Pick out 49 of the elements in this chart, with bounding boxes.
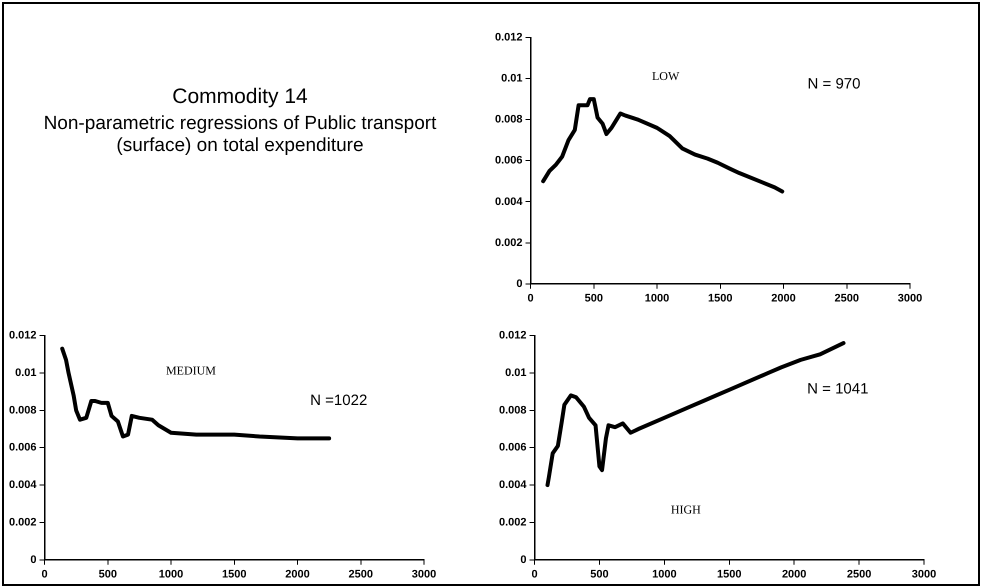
y-tick-label: 0.008	[498, 404, 527, 416]
y-tick-label: 0	[30, 554, 37, 566]
x-tick-label: 2000	[771, 292, 796, 304]
y-tick-label: 0	[520, 554, 527, 566]
y-tick-label: 0.006	[8, 442, 37, 454]
annotation: N = 970	[808, 76, 861, 93]
y-tick-label: 0	[516, 278, 523, 290]
x-tick-label: 1500	[717, 568, 742, 580]
y-tick-label: 0.008	[8, 404, 37, 416]
y-tick-label: 0.002	[8, 516, 37, 528]
y-tick-label: 0.004	[8, 479, 38, 492]
x-tick-label: 2000	[285, 568, 310, 580]
annotation: HIGH	[670, 502, 702, 517]
x-tick-label: 1000	[652, 568, 677, 580]
x-tick-label: 1000	[158, 568, 184, 580]
y-tick-label: 0.004	[494, 196, 524, 208]
y-tick-label: 0.012	[494, 32, 523, 44]
y-tick-label: 0.012	[8, 330, 37, 342]
y-tick-label: 0.004	[498, 479, 528, 492]
y-tick-label: 0.008	[494, 114, 523, 126]
y-tick-label: 0.006	[498, 442, 527, 454]
x-tick-label: 500	[584, 292, 603, 304]
y-tick-label: 0.01	[501, 72, 523, 85]
x-tick-label: 1500	[708, 292, 733, 304]
y-tick-label: 0.006	[494, 154, 523, 167]
x-tick-label: 2500	[846, 568, 872, 580]
x-tick-label: 0	[41, 568, 48, 580]
annotation: N = 1041	[807, 380, 868, 398]
x-tick-label: 2500	[348, 568, 373, 580]
y-tick-label: 0.002	[498, 516, 527, 528]
x-tick-label: 3000	[898, 292, 922, 304]
text: Commodity 14	[171, 85, 309, 109]
annotation: MEDIUM	[166, 364, 216, 378]
x-tick-label: 3000	[412, 568, 436, 580]
y-tick-label: 0.012	[498, 330, 527, 342]
x-tick-label: 3000	[912, 568, 936, 580]
x-tick-label: 2500	[834, 292, 859, 304]
y-tick-label: 0.01	[505, 367, 527, 379]
y-tick-label: 0.01	[15, 367, 37, 379]
annotation: N =1022	[310, 392, 368, 409]
x-tick-label: 1500	[222, 568, 247, 580]
x-tick-label: 500	[98, 568, 117, 580]
x-tick-label: 1000	[644, 292, 670, 304]
y-tick-label: 0.002	[494, 236, 523, 249]
x-tick-label: 0	[531, 568, 538, 580]
x-tick-label: 2000	[782, 568, 806, 580]
text: Non-parametric regressions of Public transport (surface) on total expenditure	[42, 113, 438, 157]
x-tick-label: 500	[590, 568, 609, 580]
annotation: LOW	[652, 69, 680, 84]
